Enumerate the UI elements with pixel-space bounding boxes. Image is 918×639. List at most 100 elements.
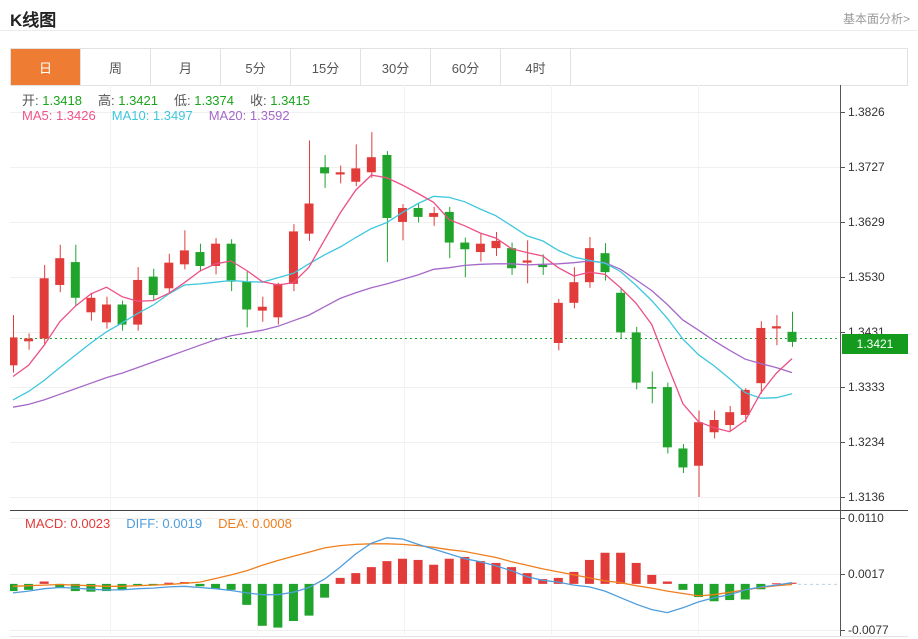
macd-bar-positive <box>39 581 49 584</box>
macd-bar-positive <box>444 558 454 584</box>
macd-legend-item: DIFF: 0.0019 <box>126 516 203 531</box>
macd-bar-positive <box>429 564 439 584</box>
macd-bar-positive <box>475 561 485 584</box>
candle-down <box>647 387 657 389</box>
macd-bar-positive <box>335 577 345 584</box>
ma-legend-item: MA20: 1.3592 <box>208 108 290 123</box>
candle-down <box>226 243 236 282</box>
macd-bar-negative <box>304 583 314 616</box>
price-axis-tick-label: 1.3333 <box>848 380 885 394</box>
ohlc-legend: 开: 1.3418 高: 1.3421 低: 1.3374 收: 1.3415 <box>22 90 326 109</box>
macd-bar-negative <box>101 583 111 592</box>
period-tab-bar: 日周月 5分 15分 30分 60分 4时 <box>10 48 908 86</box>
tab-30分[interactable]: 30分 <box>361 49 431 85</box>
macd-bar-positive <box>771 583 781 585</box>
candle-up <box>740 389 750 415</box>
candle-down <box>70 262 80 298</box>
macd-legend-item: DEA: 0.0008 <box>218 516 292 531</box>
candle-up <box>24 338 34 342</box>
macd-bar-negative <box>195 583 205 587</box>
candle-up <box>756 327 766 384</box>
dea-line <box>12 543 793 597</box>
ma10-line <box>12 195 793 401</box>
macd-bar-positive <box>538 579 548 584</box>
candle-down <box>382 154 392 219</box>
candle-up <box>694 422 704 466</box>
candle-up <box>351 168 361 182</box>
ohlc-legend-item: 低: 1.3374 <box>174 93 234 108</box>
ohlc-legend-item: 收: 1.3415 <box>250 93 310 108</box>
candle-down <box>242 281 252 310</box>
candle-down <box>148 276 158 296</box>
candle-up <box>86 297 96 313</box>
macd-bar-positive <box>662 581 672 584</box>
diff-line <box>12 537 793 614</box>
tab-15分[interactable]: 15分 <box>291 49 361 85</box>
title-divider <box>0 30 918 31</box>
candle-up <box>133 279 143 325</box>
candle-down <box>117 304 127 325</box>
candle-up <box>584 248 594 283</box>
ma-legend-item: MA10: 1.3497 <box>111 108 193 123</box>
macd-bar-negative <box>273 583 283 628</box>
candle-up <box>304 203 314 234</box>
candle-down <box>787 331 797 342</box>
ohlc-legend-item: 高: 1.3421 <box>98 93 158 108</box>
macd-bar-negative <box>288 583 298 622</box>
tab-月[interactable]: 月 <box>151 49 221 85</box>
candle-up <box>398 207 407 222</box>
candle-down <box>616 292 626 333</box>
price-axis-tick-label: 1.3826 <box>848 105 885 119</box>
macd-bar-positive <box>366 567 376 584</box>
candle-down <box>444 211 454 243</box>
candle-up <box>55 258 65 285</box>
candle-down <box>320 167 330 174</box>
candle-up <box>10 337 18 366</box>
candle-down <box>507 248 517 269</box>
candle-up <box>288 231 298 284</box>
candle-up <box>366 157 376 173</box>
macd-bar-positive <box>569 571 579 584</box>
macd-bar-positive <box>584 559 594 584</box>
macd-bar-negative <box>242 583 252 605</box>
price-axis-tick-label: 1.3530 <box>848 270 885 284</box>
tab-4时[interactable]: 4时 <box>501 49 571 85</box>
tab-60分[interactable]: 60分 <box>431 49 501 85</box>
candle-up <box>771 326 781 329</box>
macd-bar-negative <box>133 583 143 586</box>
candle-down <box>538 264 548 268</box>
tab-日[interactable]: 日 <box>11 49 81 85</box>
macd-legend: MACD: 0.0023 DIFF: 0.0019 DEA: 0.0008 <box>25 516 308 531</box>
macd-bar-negative <box>257 583 267 626</box>
fundamental-analysis-link[interactable]: 基本面分析> <box>842 12 910 26</box>
macd-bar-positive <box>351 573 361 584</box>
candle-up <box>709 420 719 433</box>
macd-bar-positive <box>647 574 657 584</box>
macd-axis-tick-label: -0.0077 <box>848 623 889 637</box>
price-axis-tick-label: 1.3136 <box>848 490 885 504</box>
macd-bar-negative <box>24 583 34 590</box>
current-price-badge: 1.3421 <box>842 333 908 354</box>
candle-up <box>429 212 439 217</box>
macd-bar-positive <box>522 573 532 584</box>
candle-down <box>662 387 672 448</box>
candle-down <box>678 448 688 468</box>
macd-bar-negative <box>320 583 330 598</box>
price-axis-tick-label: 1.3629 <box>848 215 885 229</box>
candle-down <box>631 332 641 383</box>
candle-up <box>211 243 221 266</box>
tab-5分[interactable]: 5分 <box>221 49 291 85</box>
ma-legend: MA5: 1.3426 MA10: 1.3497 MA20: 1.3592 <box>22 108 306 123</box>
ohlc-legend-item: 开: 1.3418 <box>22 93 82 108</box>
tab-周[interactable]: 周 <box>81 49 151 85</box>
candle-up <box>101 304 111 323</box>
candle-up <box>179 250 189 265</box>
candle-up <box>491 240 501 249</box>
macd-legend-item: MACD: 0.0023 <box>25 516 111 531</box>
macd-bar-negative <box>740 583 750 600</box>
macd-bar-negative <box>86 583 96 592</box>
kline-chart-canvas[interactable] <box>10 84 908 637</box>
macd-bar-negative <box>55 583 65 588</box>
candle-up <box>257 306 267 311</box>
